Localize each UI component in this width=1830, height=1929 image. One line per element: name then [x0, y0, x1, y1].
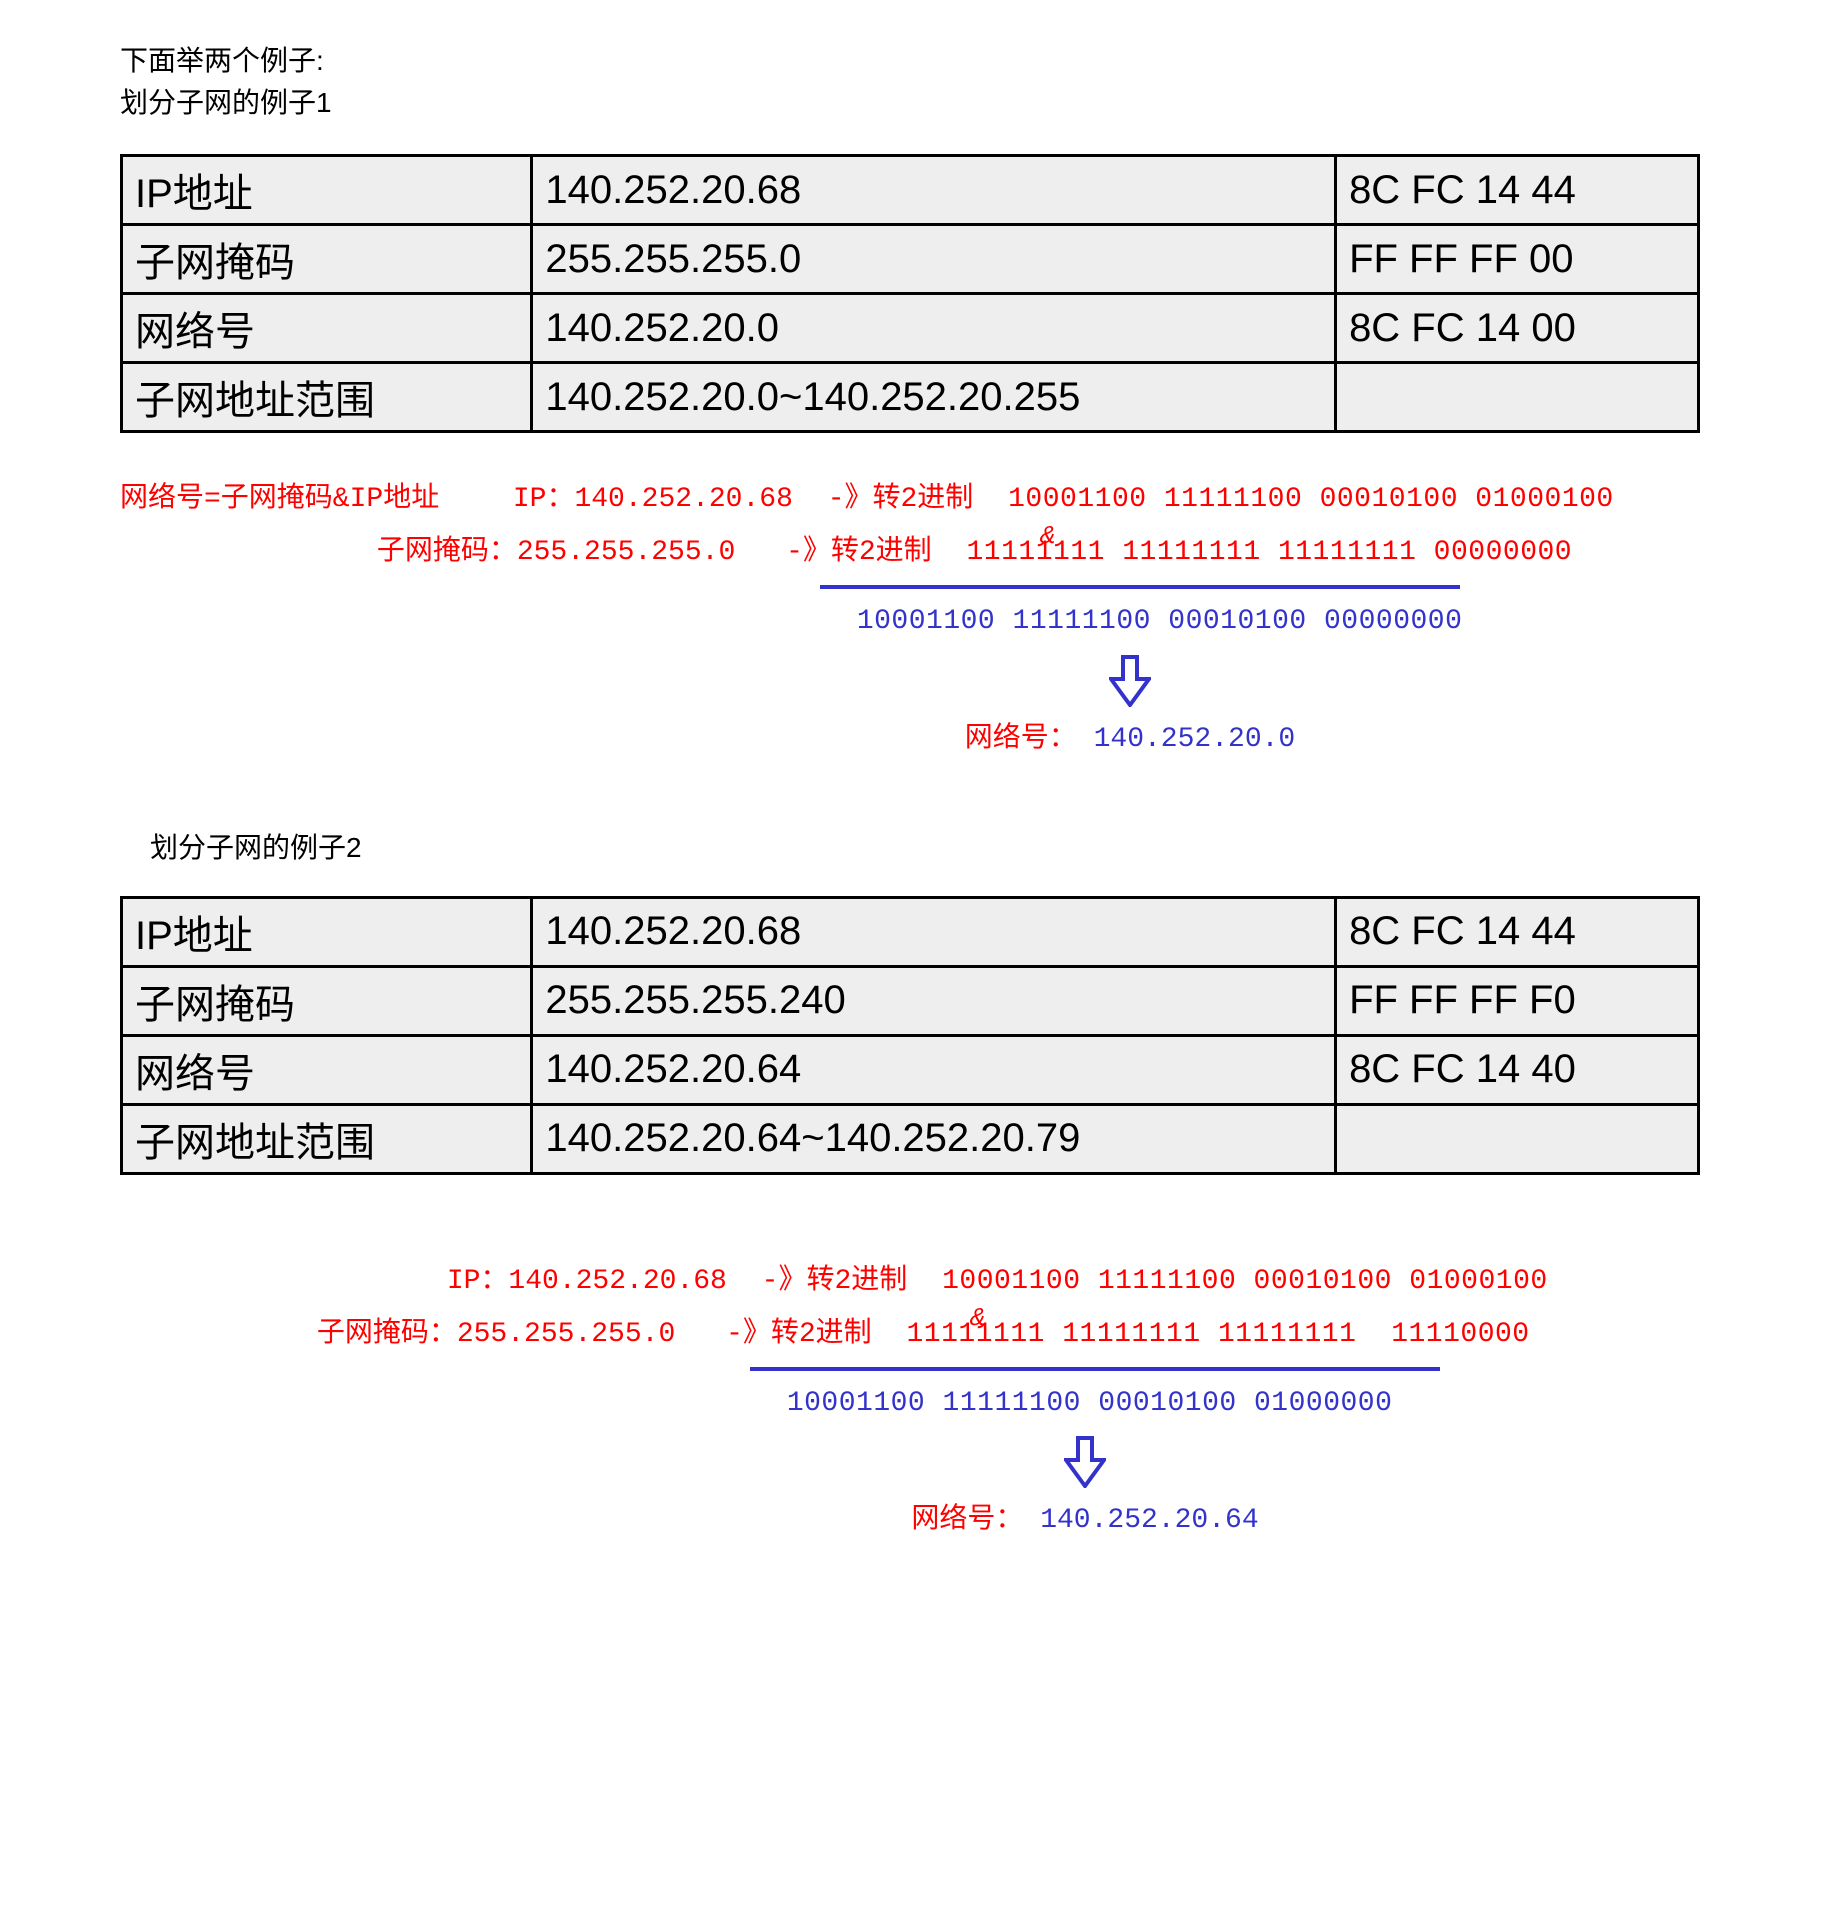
table-row: 网络号 140.252.20.64 8C FC 14 40	[122, 1035, 1699, 1104]
ip-binary: 10001100 11111100 00010100 01000100	[1008, 484, 1614, 515]
intro-line-2: 划分子网的例子1	[120, 82, 1710, 124]
ampersand-icon: &	[970, 1294, 986, 1343]
cell-label: 网络号	[122, 294, 532, 363]
result-block: 10001100 11111100 00010100 01000000 网络号：…	[740, 1367, 1710, 1547]
table-row: IP地址 140.252.20.68 8C FC 14 44	[122, 156, 1699, 225]
arrow-container	[810, 655, 1450, 707]
cell-hex	[1336, 363, 1699, 432]
down-arrow-icon	[1109, 655, 1151, 707]
calc-mask-row: 子网掩码：255.255.255.0 -》转2进制 11111111 11111…	[120, 526, 1710, 579]
cell-dec: 255.255.255.240	[532, 966, 1336, 1035]
underline-divider	[820, 585, 1460, 589]
cell-dec: 140.252.20.68	[532, 897, 1336, 966]
convert-arrow: -》转2进制	[828, 484, 974, 515]
cell-label: 子网掩码	[122, 966, 532, 1035]
table-row: 子网地址范围 140.252.20.64~140.252.20.79	[122, 1104, 1699, 1173]
subnet-table-2: IP地址 140.252.20.68 8C FC 14 44 子网掩码 255.…	[120, 896, 1700, 1175]
cell-dec: 255.255.255.0	[532, 225, 1336, 294]
ip-value: 140.252.20.68	[574, 484, 792, 515]
result-binary: 10001100 11111100 00010100 00000000	[857, 606, 1463, 637]
cell-hex: 8C FC 14 00	[1336, 294, 1699, 363]
convert-arrow: -》转2进制	[786, 537, 932, 568]
calc-ip-row: IP：140.252.20.68 -》转2进制 10001100 1111110…	[120, 1255, 1710, 1308]
cell-hex: 8C FC 14 44	[1336, 897, 1699, 966]
table-row: 子网掩码 255.255.255.0 FF FF FF 00	[122, 225, 1699, 294]
cell-hex: FF FF FF 00	[1336, 225, 1699, 294]
result-value: 140.252.20.64	[1040, 1505, 1258, 1536]
mask-value: 255.255.255.0	[457, 1319, 675, 1350]
table-row: 子网地址范围 140.252.20.0~140.252.20.255	[122, 363, 1699, 432]
calc-mask-row: 子网掩码：255.255.255.0 -》转2进制 11111111 11111…	[120, 1308, 1710, 1361]
result-line: 网络号： 140.252.20.0	[810, 713, 1450, 766]
cell-dec: 140.252.20.64	[532, 1035, 1336, 1104]
underline-divider	[750, 1367, 1440, 1371]
cell-label: 子网地址范围	[122, 1104, 532, 1173]
cell-dec: 140.252.20.0	[532, 294, 1336, 363]
result-binary-row: 10001100 11111100 00010100 01000000	[740, 1377, 1710, 1430]
convert-arrow: -》转2进制	[762, 1266, 908, 1297]
cell-label: 网络号	[122, 1035, 532, 1104]
calculation-block-1: 网络号=子网掩码&IP地址 IP：140.252.20.68 -》转2进制 10…	[120, 473, 1710, 766]
subnet-table-1: IP地址 140.252.20.68 8C FC 14 44 子网掩码 255.…	[120, 154, 1700, 433]
mask-binary-b: 11110000	[1391, 1319, 1529, 1350]
convert-arrow: -》转2进制	[726, 1319, 872, 1350]
formula-label: 网络号=子网掩码&IP地址	[120, 484, 439, 515]
ip-label: IP：	[447, 1266, 509, 1297]
result-label: 网络号：	[911, 1505, 1023, 1536]
calc-ip-row: 网络号=子网掩码&IP地址 IP：140.252.20.68 -》转2进制 10…	[120, 473, 1710, 526]
result-value: 140.252.20.0	[1094, 724, 1296, 755]
mask-binary: 11111111 11111111 11111111 00000000	[967, 537, 1573, 568]
cell-label: 子网地址范围	[122, 363, 532, 432]
table-row: IP地址 140.252.20.68 8C FC 14 44	[122, 897, 1699, 966]
cell-hex: FF FF FF F0	[1336, 966, 1699, 1035]
ip-label: IP：	[513, 484, 575, 515]
cell-hex: 8C FC 14 44	[1336, 156, 1699, 225]
ip-value: 140.252.20.68	[508, 1266, 726, 1297]
cell-hex	[1336, 1104, 1699, 1173]
cell-dec: 140.252.20.64~140.252.20.79	[532, 1104, 1336, 1173]
result-label: 网络号：	[965, 724, 1077, 755]
cell-dec: 140.252.20.0~140.252.20.255	[532, 363, 1336, 432]
intro-block: 下面举两个例子: 划分子网的例子1	[120, 40, 1710, 124]
page: 下面举两个例子: 划分子网的例子1 IP地址 140.252.20.68 8C …	[0, 0, 1830, 1808]
result-line: 网络号： 140.252.20.64	[740, 1494, 1430, 1547]
cell-dec: 140.252.20.68	[532, 156, 1336, 225]
table-row: 子网掩码 255.255.255.240 FF FF FF F0	[122, 966, 1699, 1035]
cell-label: 子网掩码	[122, 225, 532, 294]
section-2-title: 划分子网的例子2	[150, 826, 1710, 866]
mask-label: 子网掩码：	[377, 537, 517, 568]
mask-value: 255.255.255.0	[517, 537, 735, 568]
ip-binary: 10001100 11111100 00010100 01000100	[942, 1266, 1548, 1297]
result-binary: 10001100 11111100 00010100 01000000	[787, 1388, 1393, 1419]
mask-label: 子网掩码：	[317, 1319, 457, 1350]
arrow-container	[740, 1436, 1430, 1488]
intro-line-1: 下面举两个例子:	[120, 40, 1710, 82]
cell-label: IP地址	[122, 897, 532, 966]
table-row: 网络号 140.252.20.0 8C FC 14 00	[122, 294, 1699, 363]
result-block: 10001100 11111100 00010100 00000000 网络号：…	[810, 585, 1710, 765]
calculation-block-2: IP：140.252.20.68 -》转2进制 10001100 1111110…	[120, 1255, 1710, 1548]
cell-hex: 8C FC 14 40	[1336, 1035, 1699, 1104]
down-arrow-icon	[1064, 1436, 1106, 1488]
result-binary-row: 10001100 11111100 00010100 00000000	[810, 595, 1710, 648]
ampersand-icon: &	[1040, 512, 1056, 561]
cell-label: IP地址	[122, 156, 532, 225]
